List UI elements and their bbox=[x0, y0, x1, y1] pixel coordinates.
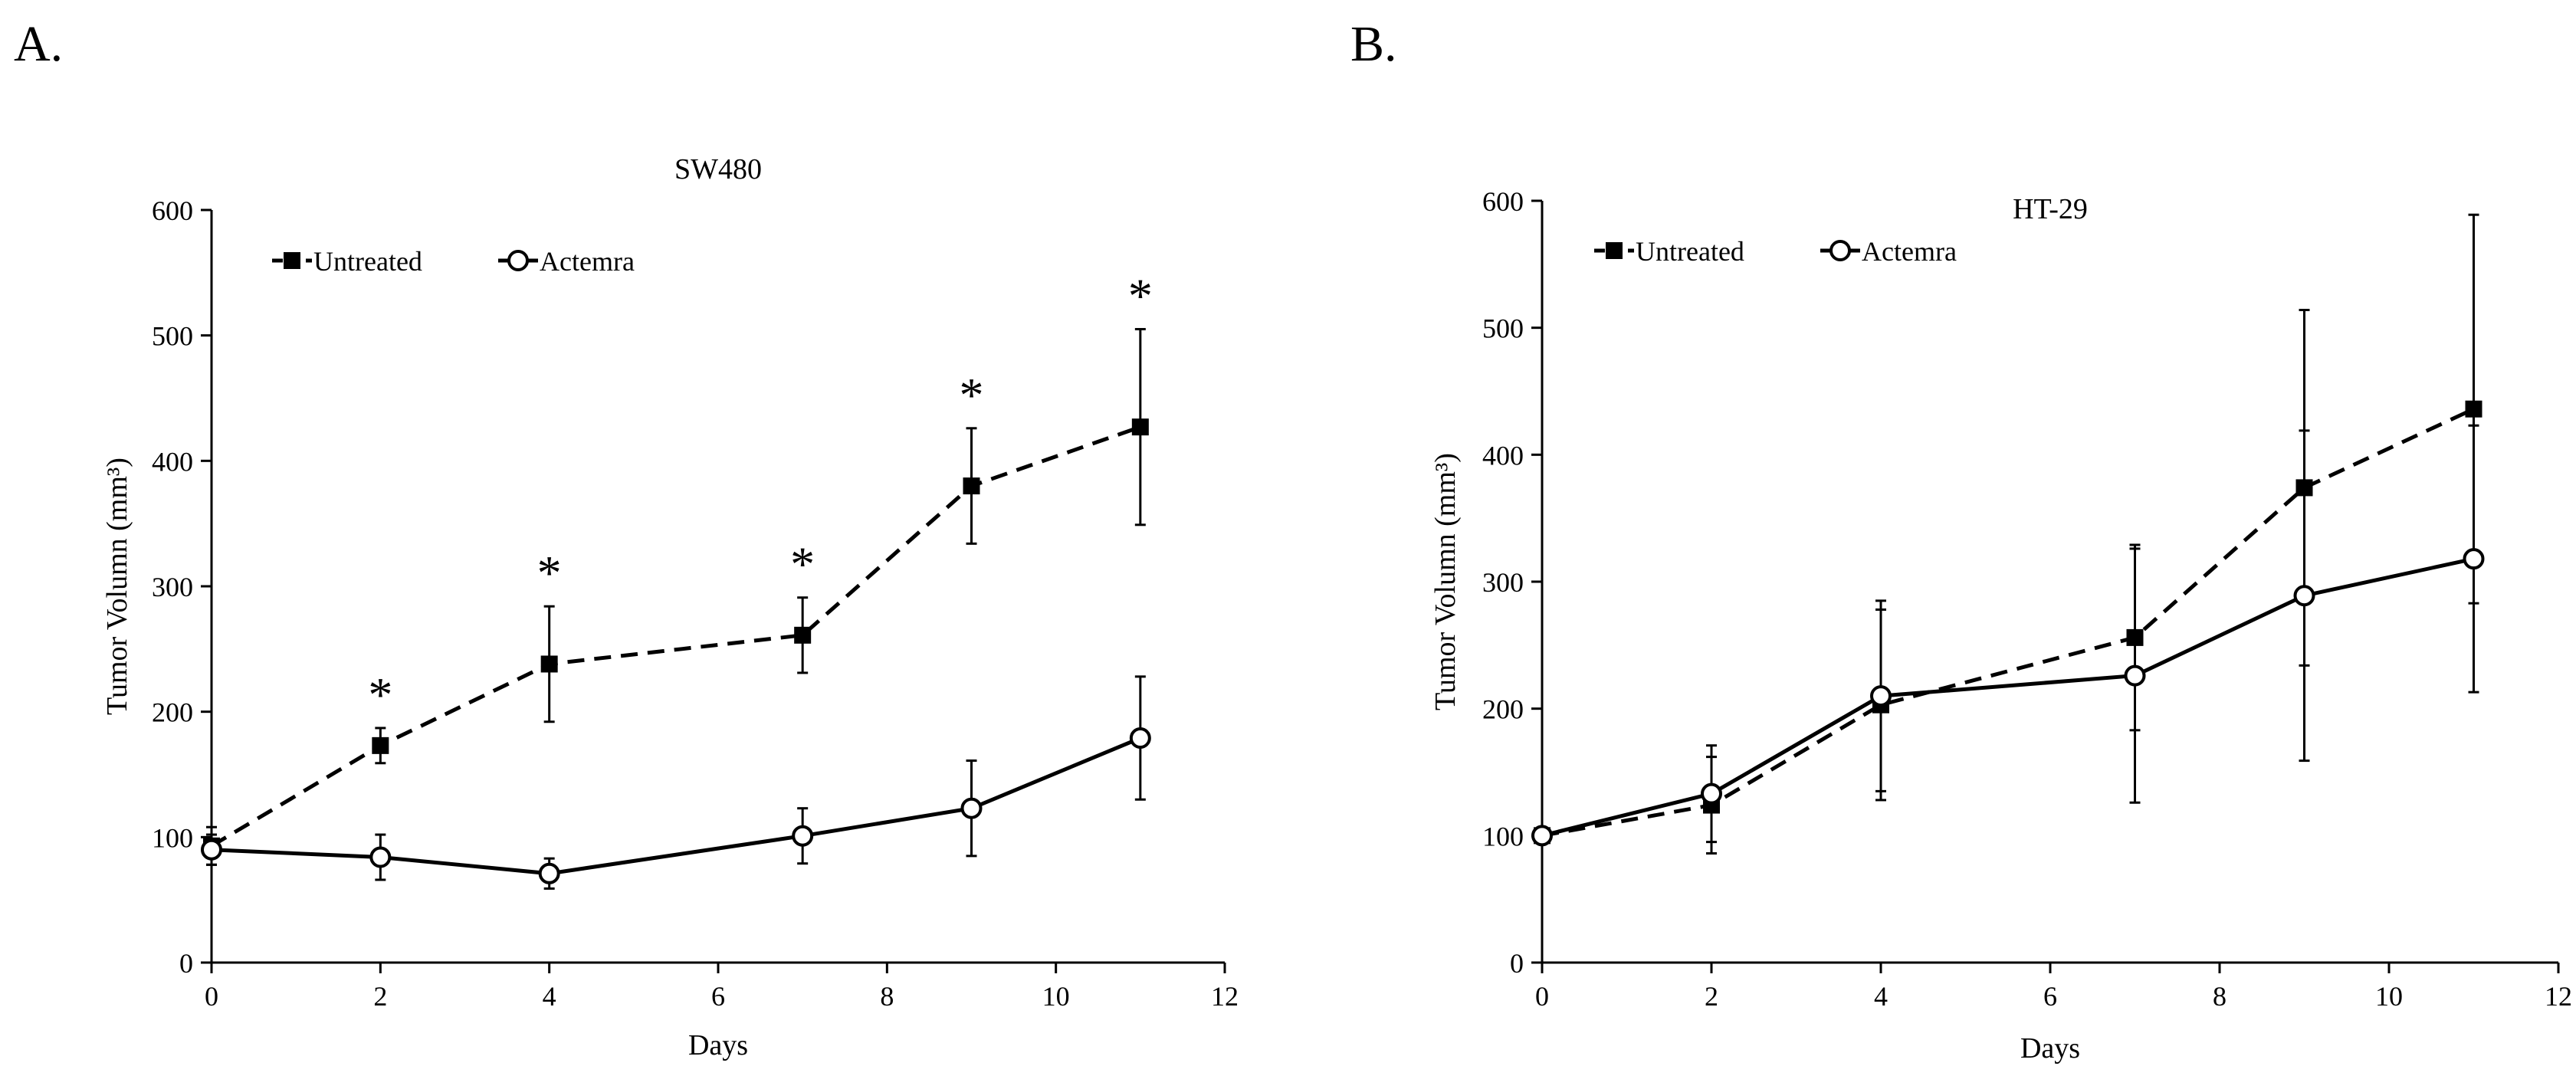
chart-panel-b: HT-29 0 100 200 300 400 500 600 0 2 4 6 8 10 12 Days Tum… bbox=[1429, 186, 2572, 1065]
data-point bbox=[792, 825, 814, 847]
series-line bbox=[1541, 556, 2475, 838]
y-tick-label: 500 bbox=[152, 321, 193, 352]
series-untreated bbox=[1534, 213, 2482, 855]
y-tick-label: 400 bbox=[1482, 440, 1524, 471]
chart-legend: Untreated Actemra bbox=[272, 246, 635, 277]
chart-title: HT-29 bbox=[2013, 193, 2088, 225]
data-point bbox=[1131, 418, 1149, 436]
series-line bbox=[210, 425, 1141, 848]
x-tick-label: 4 bbox=[543, 981, 556, 1012]
legend-label: Untreated bbox=[313, 246, 422, 277]
x-tick-label: 6 bbox=[711, 981, 725, 1012]
y-tick-label: 0 bbox=[1510, 948, 1524, 979]
significance-star: * bbox=[960, 368, 984, 422]
data-point bbox=[2293, 585, 2315, 607]
legend-label: Actemra bbox=[540, 246, 635, 277]
data-point bbox=[372, 736, 389, 754]
x-tick-label: 6 bbox=[2043, 981, 2057, 1012]
data-point bbox=[201, 838, 222, 861]
legend-label: Actemra bbox=[1862, 236, 1957, 267]
data-point bbox=[794, 626, 812, 644]
panel-label-b: B. bbox=[1350, 16, 1397, 72]
significance-star: * bbox=[537, 546, 562, 600]
data-point bbox=[2463, 548, 2485, 570]
x-tick-label: 2 bbox=[1705, 981, 1718, 1012]
series-actemra bbox=[1531, 424, 2485, 847]
x-tick-label: 2 bbox=[373, 981, 387, 1012]
legend-marker bbox=[507, 250, 529, 271]
data-point bbox=[1129, 727, 1151, 750]
significance-star: * bbox=[790, 537, 815, 592]
y-tick-label: 200 bbox=[1482, 694, 1524, 725]
x-axis-label: Days bbox=[688, 1029, 748, 1061]
x-tick-label: 12 bbox=[1211, 981, 1239, 1012]
y-tick-label: 400 bbox=[152, 446, 193, 477]
legend-item-untreated: Untreated bbox=[272, 246, 422, 277]
data-point bbox=[1701, 782, 1722, 805]
y-tick-label: 100 bbox=[1482, 821, 1524, 851]
x-tick-label: 10 bbox=[2375, 981, 2403, 1012]
x-tick-label: 0 bbox=[1535, 981, 1549, 1012]
y-axis-label: Tumor Volumn (mm³) bbox=[1429, 453, 1462, 710]
x-tick-label: 10 bbox=[1042, 981, 1070, 1012]
data-point bbox=[2124, 664, 2146, 687]
data-point bbox=[963, 477, 980, 495]
y-tick-label: 0 bbox=[179, 948, 193, 979]
x-tick-label: 4 bbox=[1874, 981, 1888, 1012]
legend-label: Untreated bbox=[1636, 236, 1744, 267]
x-tick-label: 0 bbox=[205, 981, 218, 1012]
y-tick-label: 300 bbox=[152, 572, 193, 602]
y-tick-label: 200 bbox=[152, 697, 193, 728]
significance-star: * bbox=[1128, 268, 1153, 323]
significance-star: * bbox=[368, 668, 392, 722]
data-point bbox=[960, 797, 983, 819]
y-tick-label: 500 bbox=[1482, 313, 1524, 344]
data-point bbox=[540, 655, 558, 673]
y-axis-label: Tumor Volumn (mm³) bbox=[101, 458, 133, 715]
y-tick-label: 600 bbox=[152, 195, 193, 226]
x-tick-label: 12 bbox=[2545, 981, 2572, 1012]
data-point bbox=[369, 846, 392, 868]
series-untreated bbox=[203, 327, 1149, 866]
series-actemra bbox=[201, 675, 1151, 890]
legend-item-untreated: Untreated bbox=[1594, 236, 1744, 267]
data-point bbox=[1870, 685, 1892, 707]
x-axis-label: Days bbox=[2020, 1032, 2080, 1065]
legend-marker bbox=[1829, 240, 1851, 261]
series-line bbox=[1541, 407, 2475, 838]
legend-marker bbox=[284, 252, 300, 269]
chart-title: SW480 bbox=[674, 153, 762, 185]
chart-legend: Untreated Actemra bbox=[1594, 236, 1957, 267]
panel-label-a: A. bbox=[14, 16, 64, 72]
x-tick-label: 8 bbox=[2213, 981, 2227, 1012]
y-tick-label: 600 bbox=[1482, 186, 1524, 217]
y-tick-label: 100 bbox=[152, 822, 193, 853]
x-tick-label: 8 bbox=[880, 981, 894, 1012]
data-point bbox=[2465, 400, 2482, 418]
data-point bbox=[538, 862, 560, 884]
data-point bbox=[1531, 825, 1553, 847]
legend-marker bbox=[1606, 242, 1623, 259]
y-tick-label: 300 bbox=[1482, 567, 1524, 598]
chart-panel-a: SW480 0 100 200 300 400 500 600 0 2 4 6 8 10 12 Days Tum… bbox=[101, 153, 1239, 1061]
legend-item-actemra: Actemra bbox=[498, 246, 635, 277]
legend-item-actemra: Actemra bbox=[1820, 236, 1957, 267]
series-line bbox=[211, 736, 1141, 876]
